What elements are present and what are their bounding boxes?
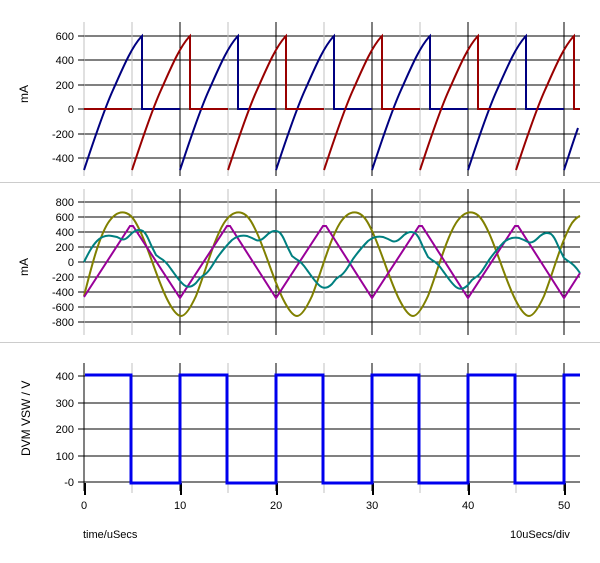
- series-current-phase-a: [83, 33, 579, 171]
- panel-middle: mA: [0, 183, 600, 343]
- panel-middle-plot: 800 600 400 200 0 -200 -400 -600 -800: [52, 189, 581, 335]
- panel-middle-ytick-8: -800: [52, 317, 74, 329]
- xtick-2: 20: [270, 500, 283, 512]
- panel-bottom-plot: 400 300 200 100 -0: [56, 363, 580, 495]
- xtick-4: 40: [462, 500, 475, 512]
- panel-bottom-ytick-2: 200: [56, 424, 74, 436]
- panel-bottom-ytick-1: 300: [56, 398, 74, 410]
- series-current-phase-b: [84, 33, 580, 171]
- panel-top-ytick-2: 200: [56, 80, 74, 92]
- panel-middle-ytick-7: -600: [52, 302, 74, 314]
- panel-top-ytick-5: -400: [52, 153, 74, 165]
- panel-top-ytick-3: 0: [68, 104, 74, 116]
- xtick-0: 0: [81, 500, 88, 512]
- panel-middle-ytick-2: 400: [56, 227, 74, 239]
- panel-middle-ytick-3: 200: [56, 242, 74, 254]
- panel-middle-ytick-5: -200: [52, 272, 74, 284]
- panel-middle-separator: [0, 342, 600, 343]
- panel-middle-ytick-4: 0: [68, 257, 74, 269]
- panel-bottom-y-axis-label: DVM VSW / V: [0, 381, 66, 456]
- panel-top-plot: 600 400 200 0 -200 -400: [52, 22, 580, 176]
- xtick-3: 30: [366, 500, 379, 512]
- panel-middle-y-axis-label-text: mA: [17, 258, 31, 276]
- panel-bottom-ytick-4: -0: [64, 477, 74, 489]
- panel-middle-ytick-1: 600: [56, 212, 74, 224]
- panel-bottom-y-axis-label-text: DVM VSW / V: [19, 380, 33, 456]
- panel-bottom-ytick-3: 100: [56, 451, 74, 463]
- series-inductor-current-magenta: [83, 225, 581, 300]
- series-switch-node-voltage: [85, 373, 580, 485]
- panel-middle-ytick-0: 800: [56, 197, 74, 209]
- panel-bottom-ytick-0: 400: [56, 371, 74, 383]
- x-axis-scale-note: 10uSecs/div: [510, 529, 570, 541]
- panel-middle-y-axis-label: mA: [14, 258, 34, 276]
- series-inductor-current-olive: [83, 211, 581, 318]
- panel-top: mA: [0, 0, 600, 183]
- panel-middle-ytick-6: -400: [52, 287, 74, 299]
- series-inductor-current-teal: [83, 228, 581, 290]
- panel-top-ytick-1: 400: [56, 55, 74, 67]
- panel-top-separator: [0, 182, 600, 183]
- xtick-5: 50: [558, 500, 571, 512]
- panel-top-y-axis-label: mA: [14, 85, 34, 103]
- xtick-1: 10: [174, 500, 187, 512]
- panel-top-ytick-4: -200: [52, 129, 74, 141]
- panel-top-ytick-0: 600: [56, 31, 74, 43]
- panel-top-y-axis-label-text: mA: [17, 85, 31, 103]
- x-axis-label: time/uSecs: [83, 529, 138, 541]
- panel-bottom: DVM VSW / V: [0, 343, 600, 503]
